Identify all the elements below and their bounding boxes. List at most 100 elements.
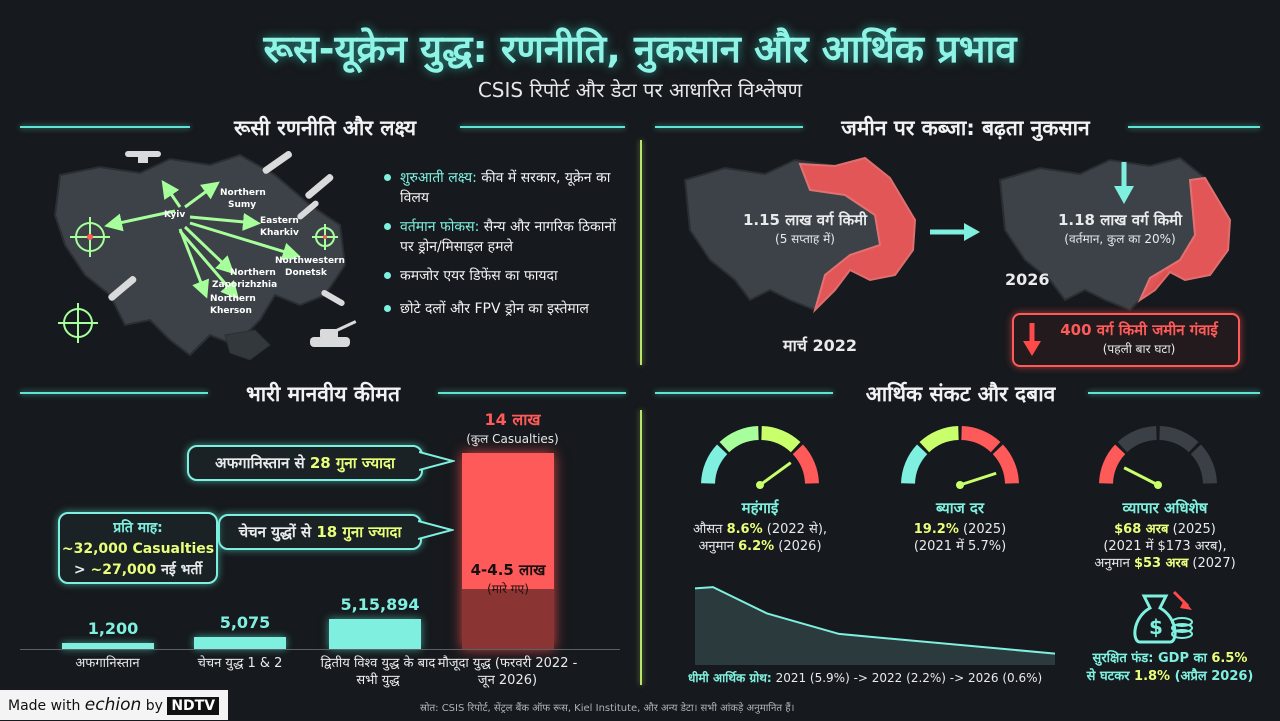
money-bag-icon: $ (1133, 590, 1193, 644)
section-divider (20, 392, 208, 394)
bar-value-post-ww2: 5,15,894 (340, 595, 420, 614)
map-label-kyiv: Kyiv (164, 210, 185, 220)
gauge-title-interest: ब्याज दर (935, 499, 985, 517)
section-divider (655, 392, 833, 394)
bar-category-post-ww2: द्वितीय विश्व युद्ध के बाद सभी युद्ध (320, 656, 436, 688)
callout-pointer (418, 520, 454, 540)
made-with-badge[interactable]: Made with echion by NDTV (0, 690, 228, 720)
growth-caption: धीमी आर्थिक ग्रोथ: 2021 (5.9%) -> 2022 (… (688, 671, 1043, 685)
gauge-title-trade-surplus: व्यापार अधिशेष (1122, 499, 1208, 517)
vertical-divider (640, 140, 642, 365)
bullet-air-defense: कमजोर एयर डिफेंस का फायदा (384, 266, 628, 286)
arrow-down-icon (1023, 323, 1041, 356)
bar-current-war-killed (462, 589, 554, 649)
map-label-northern-sumy: Northern Sumy (220, 188, 266, 210)
monthly-casualties-box: प्रति माह: ~32,000 Casualties > ~27,000 … (58, 512, 218, 584)
bullet-fpv-drones: छोटे दलों और FPV ड्रोन का इस्तेमाल (384, 299, 628, 319)
section-divider (655, 126, 803, 128)
bar-afghanistan (62, 643, 154, 649)
territory-2022-value: 1.15 लाख वर्ग किमी (5 सप्ताह में) (742, 211, 868, 246)
strategy-map: Kyiv Northern Sumy Eastern Kharkiv Northwe… (53, 150, 357, 361)
gauge-hub (1154, 481, 1162, 489)
gauge-needle (959, 471, 997, 487)
missile-icon (108, 150, 345, 306)
gauge-segment (919, 426, 959, 453)
crimea-region (224, 329, 271, 361)
map-label-northern-kherson: Northern Kherson (210, 294, 256, 316)
drone-icon (125, 151, 161, 163)
map-label-northwestern-donetsk: Northwestern Donetsk (275, 256, 345, 278)
territory-loss-box: 400 वर्ग किमी जमीन गंवाई (पहली बार घटा) (1012, 313, 1240, 367)
gauge-text-interest: 19.2% (2025) (2021 में 5.7%) (913, 522, 1007, 554)
crosshair-icon (58, 303, 98, 343)
gauge-needle (759, 461, 792, 487)
page-title: रूस-यूक्रेन युद्ध: रणनीति, नुकसान और आर्… (263, 27, 1017, 71)
occupied-area-2022 (798, 156, 917, 314)
bar-value-chechen: 5,075 (219, 613, 271, 632)
callout-chechen: चेचन युद्धों से 18 गुना ज्यादा (218, 514, 422, 550)
territory-section-title: जमीन पर कब्जा: बढ़ता नुकसान (841, 116, 1090, 140)
section-divider (438, 392, 626, 394)
source-note: स्रोत: CSIS रिपोर्ट, सेंट्रल बैंक ऑफ रूस… (420, 703, 795, 714)
gauge-segment (901, 444, 928, 484)
casualty-bar-chart: 1,200 5,075 5,15,894 (0, 0, 554, 649)
page-subtitle: CSIS रिपोर्ट और डेटा पर आधारित विश्लेषण (477, 78, 803, 102)
strategy-section-title: रूसी रणनीति और लक्ष्य (234, 116, 416, 140)
territory-map-2026 (998, 156, 1232, 312)
tank-icon (310, 320, 357, 347)
reserve-fund-text: सुरक्षित फंड: GDP का 6.5% से घटकर 1.8% (… (1086, 651, 1254, 684)
gauge-segment (792, 444, 819, 484)
section-divider (20, 126, 190, 128)
section-divider (460, 126, 625, 128)
callout-pointer (419, 451, 455, 471)
ndtv-logo: NDTV (167, 697, 220, 715)
bullet-current-focus: वर्तमान फोकस: सैन्य और नागरिक ठिकानों पर… (384, 217, 628, 257)
vertical-divider (640, 410, 642, 685)
bar-current-war (462, 453, 554, 649)
gauge-text-trade-surplus: $68 अरब (2025) (2021 में $173 अरब), अनुमान… (1094, 522, 1236, 571)
bar-value-afghanistan: 1,200 (87, 619, 139, 638)
human-cost-section-title: भारी मानवीय कीमत (246, 382, 400, 406)
growth-area-chart (694, 586, 1056, 665)
gauge-text-inflation: औसत 8.6% (2022 से), अनुमान 6.2% (2026) (692, 522, 828, 554)
crosshair-icon (312, 224, 338, 250)
gauge-segment (1099, 444, 1126, 484)
gauge-hub (756, 481, 764, 489)
arrow-down-icon (1114, 162, 1134, 204)
gauge-segment (719, 426, 759, 453)
echion-logo: echion (84, 695, 142, 715)
gauge-hub (956, 481, 964, 489)
chart-baseline (20, 649, 620, 650)
economy-section-title: आर्थिक संकट और दबाव (865, 382, 1056, 406)
killed-label: 4-4.5 लाख (मारे गए) (470, 561, 546, 596)
section-divider (1088, 392, 1260, 394)
strategy-bullets: शुरुआती लक्ष्य: कीव में सरकार, यूक्रेन क… (384, 168, 628, 319)
territory-2026-date: 2026 (1005, 270, 1050, 289)
territory-2022-date: मार्च 2022 (783, 336, 857, 355)
section-divider (1128, 126, 1260, 128)
gauge-segment (1117, 426, 1157, 453)
arrow-right-icon (930, 223, 980, 241)
gauge-needle (1123, 466, 1159, 487)
map-label-eastern-kharkiv: Eastern Kharkiv (260, 216, 299, 238)
territory-map-2022 (683, 156, 917, 314)
bar-category-chechen: चेचन युद्ध 1 & 2 (197, 656, 283, 671)
gauge-segment (761, 426, 801, 453)
bar-category-afghanistan: अफगानिस्तान (75, 656, 140, 671)
gauge-segment (701, 444, 728, 484)
callout-afghanistan: अफगानिस्तान से 28 गुना ज्यादा (187, 445, 423, 481)
economy-gauges (701, 426, 1217, 489)
gauge-segment (992, 444, 1019, 484)
bullet-initial-goal: शुरुआती लक्ष्य: कीव में सरकार, यूक्रेन क… (384, 168, 628, 208)
map-label-northern-zaporizhzhia: Northern Zaporizhzhia (212, 268, 277, 290)
attack-arrows (104, 180, 301, 300)
gauge-title-inflation: महंगाई (741, 499, 779, 517)
territory-loss-note: (पहली बार घटा) (1102, 342, 1176, 356)
growth-area (695, 587, 1055, 665)
svg-text:$: $ (1149, 615, 1163, 639)
territory-loss-value: 400 वर्ग किमी जमीन गंवाई (1060, 321, 1218, 339)
occupied-area-2026 (1137, 176, 1232, 303)
gauge-segment (961, 426, 1001, 453)
bar-chechen (194, 637, 286, 649)
bar-category-current-war: मौजूदा युद्ध (फरवरी 2022 - जून 2026) (437, 656, 578, 688)
